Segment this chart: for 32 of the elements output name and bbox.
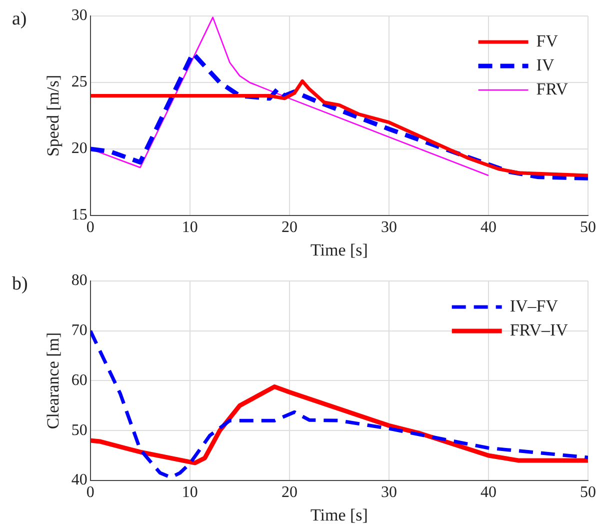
x-tick-label: 0 [86,484,94,502]
chart-title: b) [12,273,28,294]
y-tick-label: 20 [71,140,88,158]
x-tick-label: 30 [380,219,397,236]
y-tick-label: 25 [71,74,88,91]
legend-label: IV–FV [510,296,559,316]
x-tick-label: 0 [86,219,94,236]
legend-label: FRV [536,79,569,98]
x-axis-title: Time [s] [310,505,368,524]
y-tick-label: 15 [71,206,88,224]
y-tick-label: 70 [71,322,88,340]
y-tick-label: 80 [71,272,88,290]
x-tick-label: 10 [182,219,198,236]
y-tick-label: 50 [71,422,88,439]
y-axis-title: Clearance [m] [44,332,63,430]
x-tick-label: 20 [281,219,298,236]
x-tick-label: 10 [182,484,198,502]
x-tick-label: 30 [380,484,397,502]
y-tick-label: 40 [71,472,88,489]
y-tick-label: 60 [71,372,88,389]
y-tick-label: 30 [71,7,88,24]
legend-label: IV [536,55,555,74]
legend-label: FRV–IV [510,320,569,340]
x-tick-label: 40 [480,484,496,502]
y-axis-title: Speed [m/s] [44,74,63,157]
x-tick-label: 50 [580,484,596,502]
x-tick-label: 20 [281,484,298,502]
x-tick-label: 40 [480,219,496,236]
chart-title: a) [12,8,27,30]
x-tick-label: 50 [580,219,596,236]
x-axis-title: Time [s] [310,240,368,260]
legend-label: FV [536,31,559,50]
